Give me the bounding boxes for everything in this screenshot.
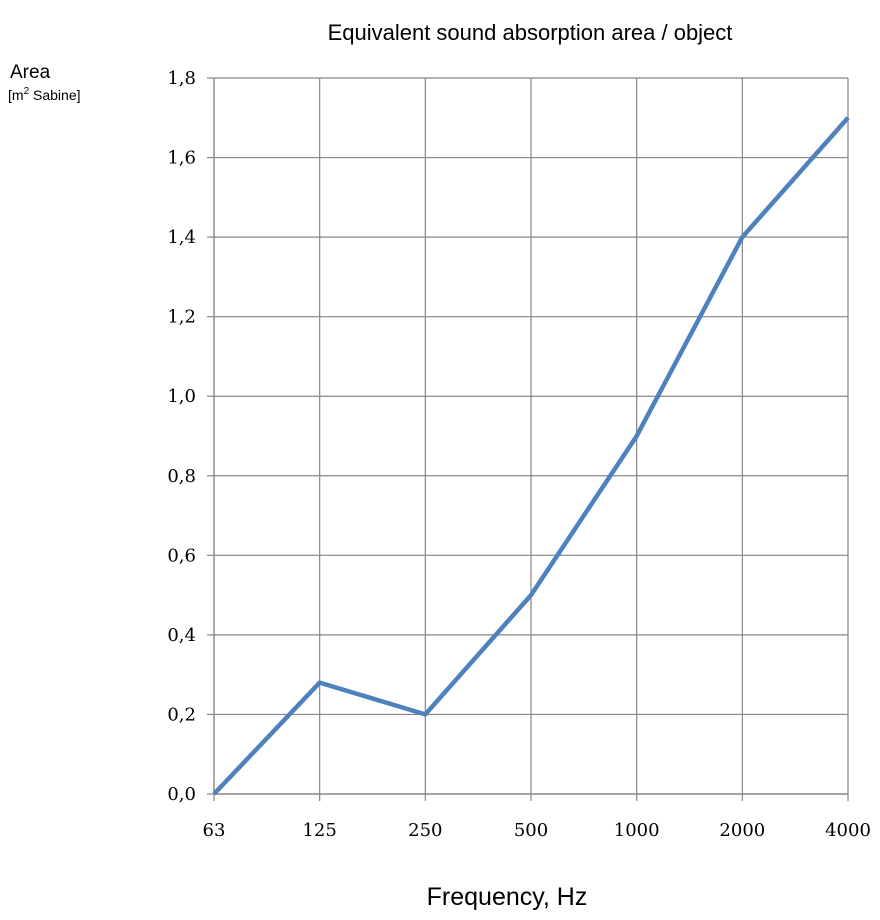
x-tick-label: 63 <box>203 820 226 841</box>
y-axis-unit: [m2 Sabine] <box>8 86 81 103</box>
y-axis-unit-superscript: 2 <box>24 86 30 97</box>
y-tick-label: 1,2 <box>167 307 196 328</box>
y-tick-label: 1,0 <box>167 386 196 407</box>
x-tick-label: 250 <box>408 820 442 841</box>
axes <box>207 77 849 801</box>
x-tick-label: 1000 <box>614 820 660 841</box>
y-tick-label: 1,4 <box>167 227 196 248</box>
y-tick-label: 1,6 <box>167 148 196 169</box>
y-tick-label: 0,2 <box>167 704 196 725</box>
x-tick-label: 4000 <box>825 820 871 841</box>
chart-title: Equivalent sound absorption area / objec… <box>328 20 733 45</box>
x-tick-label: 500 <box>514 820 548 841</box>
y-axis-label: Area <box>10 62 51 83</box>
y-tick-label: 0,4 <box>167 625 196 646</box>
x-tick-label: 2000 <box>719 820 765 841</box>
y-tick-label: 0,8 <box>167 466 196 487</box>
grid <box>214 77 849 794</box>
y-tick-label: 1,8 <box>167 68 196 89</box>
x-tick-label: 125 <box>302 820 336 841</box>
y-tick-label: 0,6 <box>167 545 196 566</box>
series-line <box>212 116 850 796</box>
y-tick-label: 0,0 <box>167 784 196 805</box>
series-layer <box>212 116 850 796</box>
y-axis-unit-prefix: [m <box>8 87 24 103</box>
x-axis-label: Frequency, Hz <box>427 883 588 911</box>
tick-labels: 0,0 0,2 0,4 0,6 0,8 1,0 1,2 1,4 1,6 1,8 63 125 250 50… <box>167 68 871 841</box>
y-axis-unit-suffix: Sabine] <box>29 87 80 103</box>
